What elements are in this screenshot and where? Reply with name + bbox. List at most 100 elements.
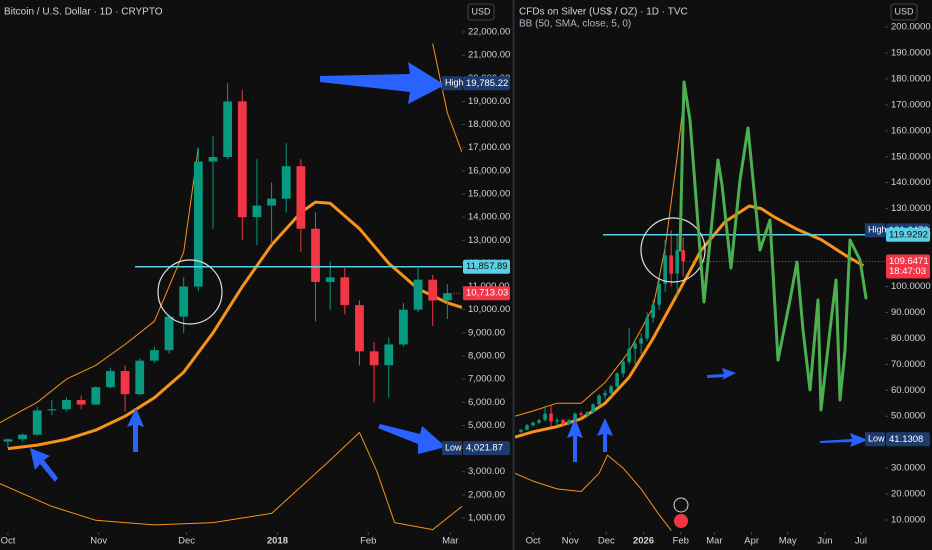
chart-subtitle: BB (50, SMA, close, 5, 0): [519, 19, 631, 30]
x-tick-label: Jun: [817, 536, 832, 547]
candle-body: [369, 351, 379, 366]
currency: USD: [471, 6, 491, 16]
arrow: [30, 448, 58, 482]
candle-body: [91, 387, 101, 405]
candle-body: [645, 317, 649, 339]
indicator-line: [0, 431, 462, 531]
candle-body: [120, 371, 130, 395]
candle-body: [597, 395, 601, 405]
y-tick-label: 190.0000: [891, 47, 931, 58]
marker-name-box: [865, 223, 885, 238]
x-tick-label: Nov: [90, 536, 107, 547]
candle-body: [252, 205, 262, 218]
x-tick-label: May: [779, 536, 797, 547]
candle-body: [549, 413, 553, 422]
candle-body: [208, 156, 218, 162]
y-tick-label: 180.0000: [891, 73, 931, 84]
candle-body: [193, 161, 203, 287]
candle-body: [296, 166, 306, 229]
candle-body: [651, 304, 655, 318]
candle-body: [669, 255, 673, 274]
price-tag: [886, 432, 930, 447]
price-tag: [463, 259, 510, 274]
price-tag: [463, 76, 510, 91]
arrow: [707, 368, 736, 380]
candle-body: [237, 101, 247, 218]
y-tick-label: 1,000.00: [468, 513, 505, 524]
y-tick-label: 2,000.00: [468, 489, 505, 500]
marker-name-box: [442, 76, 462, 91]
candle-body: [325, 277, 335, 282]
icon[interactable]: [673, 497, 689, 513]
arrows: [30, 62, 868, 482]
marker-name-box: [442, 441, 462, 456]
candle-body: [399, 309, 408, 345]
y-tick-label: 3,000.00: [468, 466, 505, 477]
x-tick-label: Feb: [673, 536, 689, 547]
annotations: [30, 62, 868, 528]
candle-body: [555, 420, 559, 422]
candle-body: [223, 101, 233, 157]
candle-body: [164, 316, 174, 351]
marker-name-box: [865, 432, 885, 447]
circle: [640, 217, 706, 283]
y-tick-label: 13,000.00: [468, 235, 510, 246]
candle-body: [384, 344, 394, 366]
y-tick-label: 17,000.00: [468, 142, 510, 153]
candle-body: [573, 413, 577, 421]
circle: [157, 259, 223, 325]
candle-body: [355, 305, 364, 352]
candle-body: [3, 439, 13, 442]
y-tick-label: 19,000.00: [468, 96, 510, 107]
x-tick-label: 2018: [267, 536, 288, 547]
price-tag-label: 119.9292: [889, 229, 928, 240]
x-tick-label: Oct: [1, 536, 16, 547]
y-tick-label: 5,000.00: [468, 420, 505, 431]
x-tick-label: Dec: [598, 536, 615, 547]
price-tag-label: 41.1308: [889, 434, 923, 445]
y-tick-label: 160.0000: [891, 125, 931, 136]
y-tick-label: 21,000.00: [468, 50, 510, 61]
candle-body: [639, 338, 643, 344]
y-tick-label: 170.0000: [891, 99, 931, 110]
candle-body: [681, 250, 685, 262]
candle-body: [413, 279, 423, 310]
indicator-line: [7, 200, 462, 451]
arrow: [320, 62, 445, 104]
candle-body: [615, 373, 619, 387]
x-tick-label: Mar: [442, 536, 458, 547]
marker-name: High: [868, 225, 887, 235]
candle-body: [561, 420, 565, 425]
marker-name: Low: [445, 442, 462, 452]
price-tag-label: 10,713.03: [466, 288, 508, 299]
y-tick-label: 9,000.00: [468, 327, 505, 338]
x-tick-label: Mar: [706, 536, 722, 547]
y-tick-label: 10.0000: [891, 515, 925, 526]
price-tag: [886, 254, 930, 279]
candle-body: [311, 228, 320, 282]
candle-body: [179, 286, 189, 317]
icon[interactable]: [674, 514, 688, 528]
candle-body: [663, 255, 667, 284]
chart-title: CFDs on Silver (US$ / OZ) · 1D · TVC: [519, 7, 688, 18]
price-tag: [463, 441, 510, 456]
candle-body: [633, 343, 637, 349]
y-tick-label: 6,000.00: [468, 397, 505, 408]
arrow: [820, 433, 868, 447]
x-tick-label: Dec: [178, 536, 195, 547]
candle-body: [62, 399, 71, 410]
price-tag-label: 19,785.22: [466, 78, 508, 89]
candle-body: [603, 392, 607, 396]
marker-name: High: [445, 78, 464, 88]
currency: USD: [894, 6, 914, 16]
y-tick-label: 20.0000: [891, 489, 925, 500]
candle-body: [657, 283, 661, 305]
currency-box: [467, 3, 495, 21]
marker-name: Low: [868, 434, 885, 444]
candle-body: [519, 429, 523, 432]
y-tick-label: 90.0000: [891, 307, 925, 318]
candle-body: [531, 422, 535, 426]
candle-body: [149, 350, 159, 361]
y-tick-label: 10,000.00: [468, 304, 510, 315]
